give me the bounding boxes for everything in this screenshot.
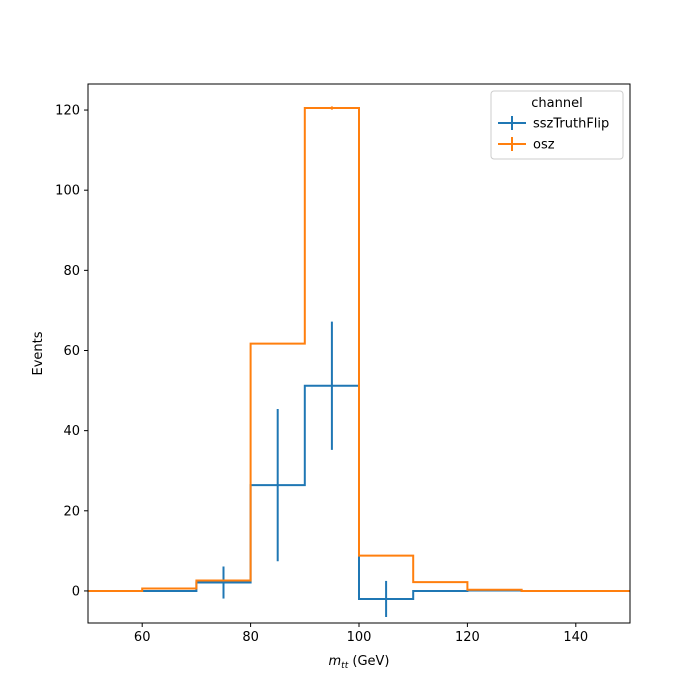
legend-title: channel (531, 96, 582, 111)
x-tick-label: 100 (347, 630, 372, 645)
y-tick-label: 100 (55, 184, 80, 199)
legend-label: sszTruthFlip (533, 117, 609, 132)
legend: channel sszTruthFlip osz (490, 90, 624, 160)
y-tick-label: 120 (55, 104, 80, 119)
x-tick-label: 140 (563, 630, 588, 645)
y-tick-label: 60 (63, 344, 80, 359)
x-axis-label-unit: (GeV) (348, 654, 389, 669)
y-axis: 0 20 40 60 80 100 120 (55, 104, 88, 599)
y-tick-label: 0 (72, 584, 80, 599)
legend-item: osz (498, 137, 555, 153)
legend-box (490, 90, 624, 160)
x-axis-label-main: m (329, 654, 342, 669)
y-axis-label: Events (31, 331, 46, 375)
x-axis-label-sub: tt (341, 661, 349, 671)
legend-label: osz (533, 138, 555, 153)
y-tick-label: 80 (63, 264, 80, 279)
y-tick-label: 40 (63, 424, 80, 439)
series-layer (88, 106, 630, 617)
x-axis-label: mtt (GeV) (329, 654, 390, 671)
x-axis: 60 80 100 120 140 (134, 623, 588, 645)
series-osz (88, 106, 630, 592)
series-step-line (88, 107, 630, 592)
x-tick-label: 80 (242, 630, 259, 645)
legend-item: sszTruthFlip (498, 116, 609, 132)
legend-items: sszTruthFlip osz (498, 116, 609, 153)
x-tick-label: 120 (455, 630, 480, 645)
y-tick-label: 20 (63, 504, 80, 519)
x-tick-label: 60 (134, 630, 151, 645)
